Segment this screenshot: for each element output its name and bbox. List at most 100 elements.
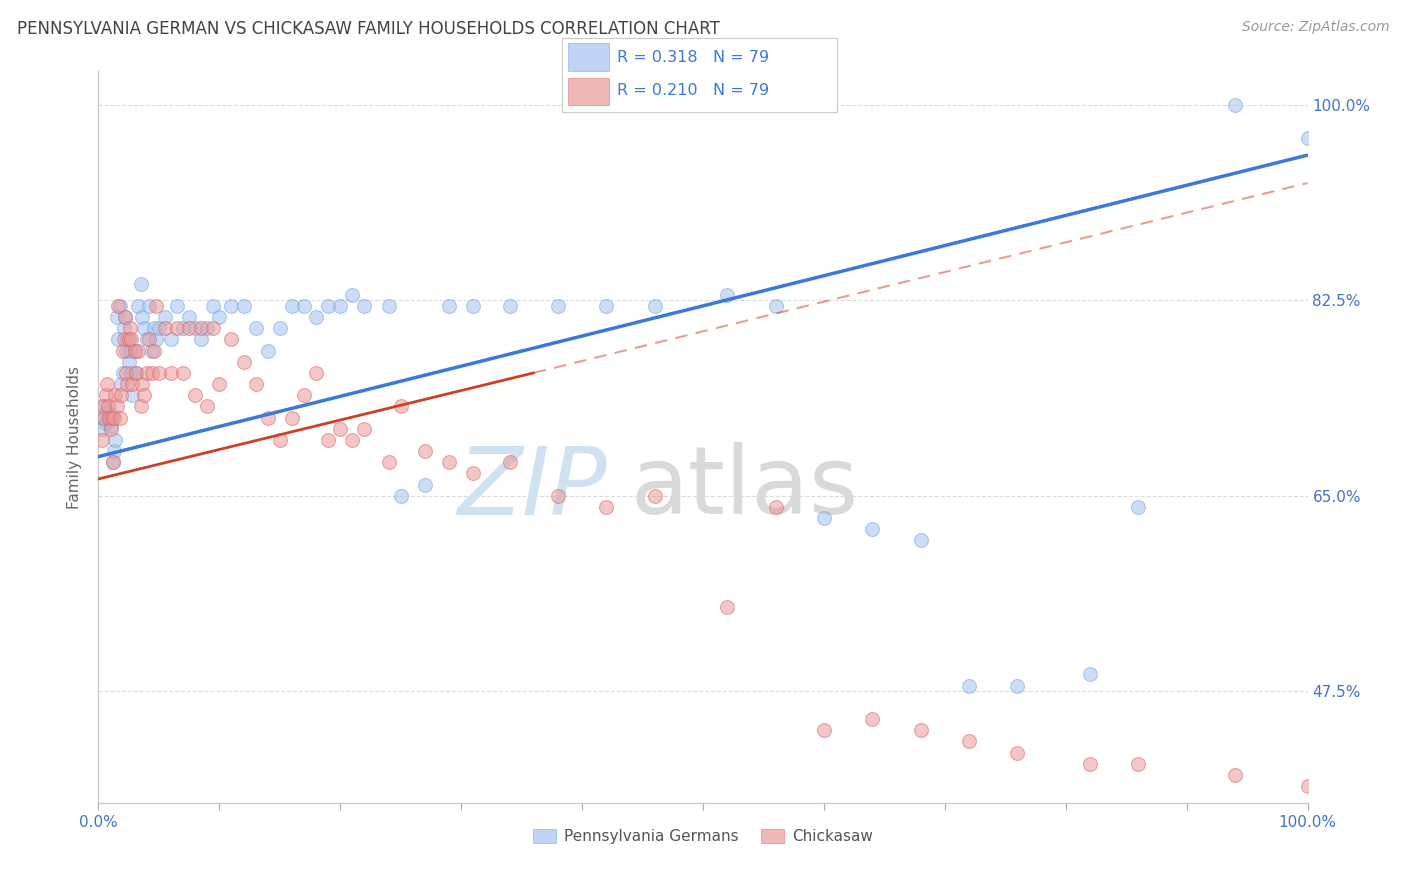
- Point: [166, 299, 188, 313]
- Point: [131, 310, 153, 324]
- Point: [134, 321, 156, 335]
- Point: [813, 511, 835, 525]
- Point: [1296, 131, 1319, 145]
- Point: [1078, 667, 1101, 681]
- Point: [93, 400, 115, 414]
- Point: [281, 299, 304, 313]
- Point: [1128, 756, 1150, 771]
- Point: [108, 410, 131, 425]
- Point: [389, 400, 412, 414]
- Point: [463, 467, 485, 481]
- Point: [179, 321, 201, 335]
- Point: [115, 366, 138, 380]
- Point: [104, 388, 127, 402]
- Point: [117, 332, 139, 346]
- Point: [765, 299, 787, 313]
- Point: [413, 444, 436, 458]
- Point: [256, 343, 278, 358]
- Point: [195, 400, 218, 414]
- Point: [120, 366, 142, 380]
- Point: [716, 600, 738, 615]
- Point: [195, 321, 218, 335]
- Point: [141, 343, 163, 358]
- Point: [179, 310, 201, 324]
- Point: [121, 388, 143, 402]
- Point: [245, 377, 267, 392]
- Point: [100, 419, 122, 434]
- Point: [98, 413, 121, 427]
- Point: [160, 332, 183, 346]
- Point: [644, 299, 666, 313]
- Point: [91, 400, 114, 414]
- Point: [100, 422, 122, 436]
- Point: [377, 299, 399, 313]
- FancyBboxPatch shape: [568, 44, 609, 70]
- Point: [112, 321, 135, 335]
- Point: [114, 310, 136, 324]
- Point: [765, 500, 787, 514]
- Point: [437, 455, 460, 469]
- Point: [1223, 98, 1246, 112]
- Point: [305, 310, 328, 324]
- Point: [118, 343, 141, 358]
- Point: [94, 388, 117, 402]
- Point: [208, 310, 231, 324]
- Y-axis label: Family Households: Family Households: [67, 366, 83, 508]
- Point: [437, 299, 460, 313]
- Point: [498, 299, 520, 313]
- Point: [221, 299, 243, 313]
- Point: [112, 332, 135, 346]
- Point: [97, 400, 120, 414]
- Point: [716, 287, 738, 301]
- Point: [107, 299, 129, 313]
- Point: [1128, 500, 1150, 514]
- Point: [190, 321, 212, 335]
- Point: [108, 299, 131, 313]
- Point: [166, 321, 188, 335]
- Point: [957, 679, 980, 693]
- Point: [329, 422, 352, 436]
- Point: [153, 310, 176, 324]
- Point: [547, 299, 569, 313]
- Point: [143, 343, 166, 358]
- Point: [292, 388, 315, 402]
- Point: [860, 522, 883, 536]
- Point: [97, 410, 120, 425]
- Point: [1007, 679, 1029, 693]
- Point: [111, 366, 134, 380]
- Point: [145, 332, 167, 346]
- Point: [547, 489, 569, 503]
- Point: [305, 366, 328, 380]
- Point: [118, 354, 141, 368]
- Point: [202, 299, 225, 313]
- Point: [110, 388, 132, 402]
- Point: [98, 410, 121, 425]
- Point: [184, 321, 207, 335]
- Point: [96, 377, 118, 392]
- Point: [910, 533, 932, 548]
- Text: atlas: atlas: [630, 442, 859, 534]
- Point: [957, 734, 980, 748]
- Point: [91, 422, 114, 436]
- Point: [281, 410, 304, 425]
- Point: [148, 366, 170, 380]
- Point: [172, 366, 194, 380]
- Point: [153, 321, 176, 335]
- Point: [103, 444, 125, 458]
- Point: [208, 377, 231, 392]
- Point: [131, 377, 153, 392]
- Point: [145, 299, 167, 313]
- Point: [125, 366, 148, 380]
- Point: [342, 287, 364, 301]
- Point: [644, 489, 666, 503]
- Text: ZIP: ZIP: [457, 442, 606, 533]
- Point: [91, 410, 114, 425]
- Point: [135, 366, 157, 380]
- Point: [103, 410, 125, 425]
- Point: [127, 299, 149, 313]
- Point: [96, 405, 118, 419]
- Point: [115, 343, 138, 358]
- Point: [129, 400, 152, 414]
- FancyBboxPatch shape: [568, 78, 609, 105]
- Point: [190, 332, 212, 346]
